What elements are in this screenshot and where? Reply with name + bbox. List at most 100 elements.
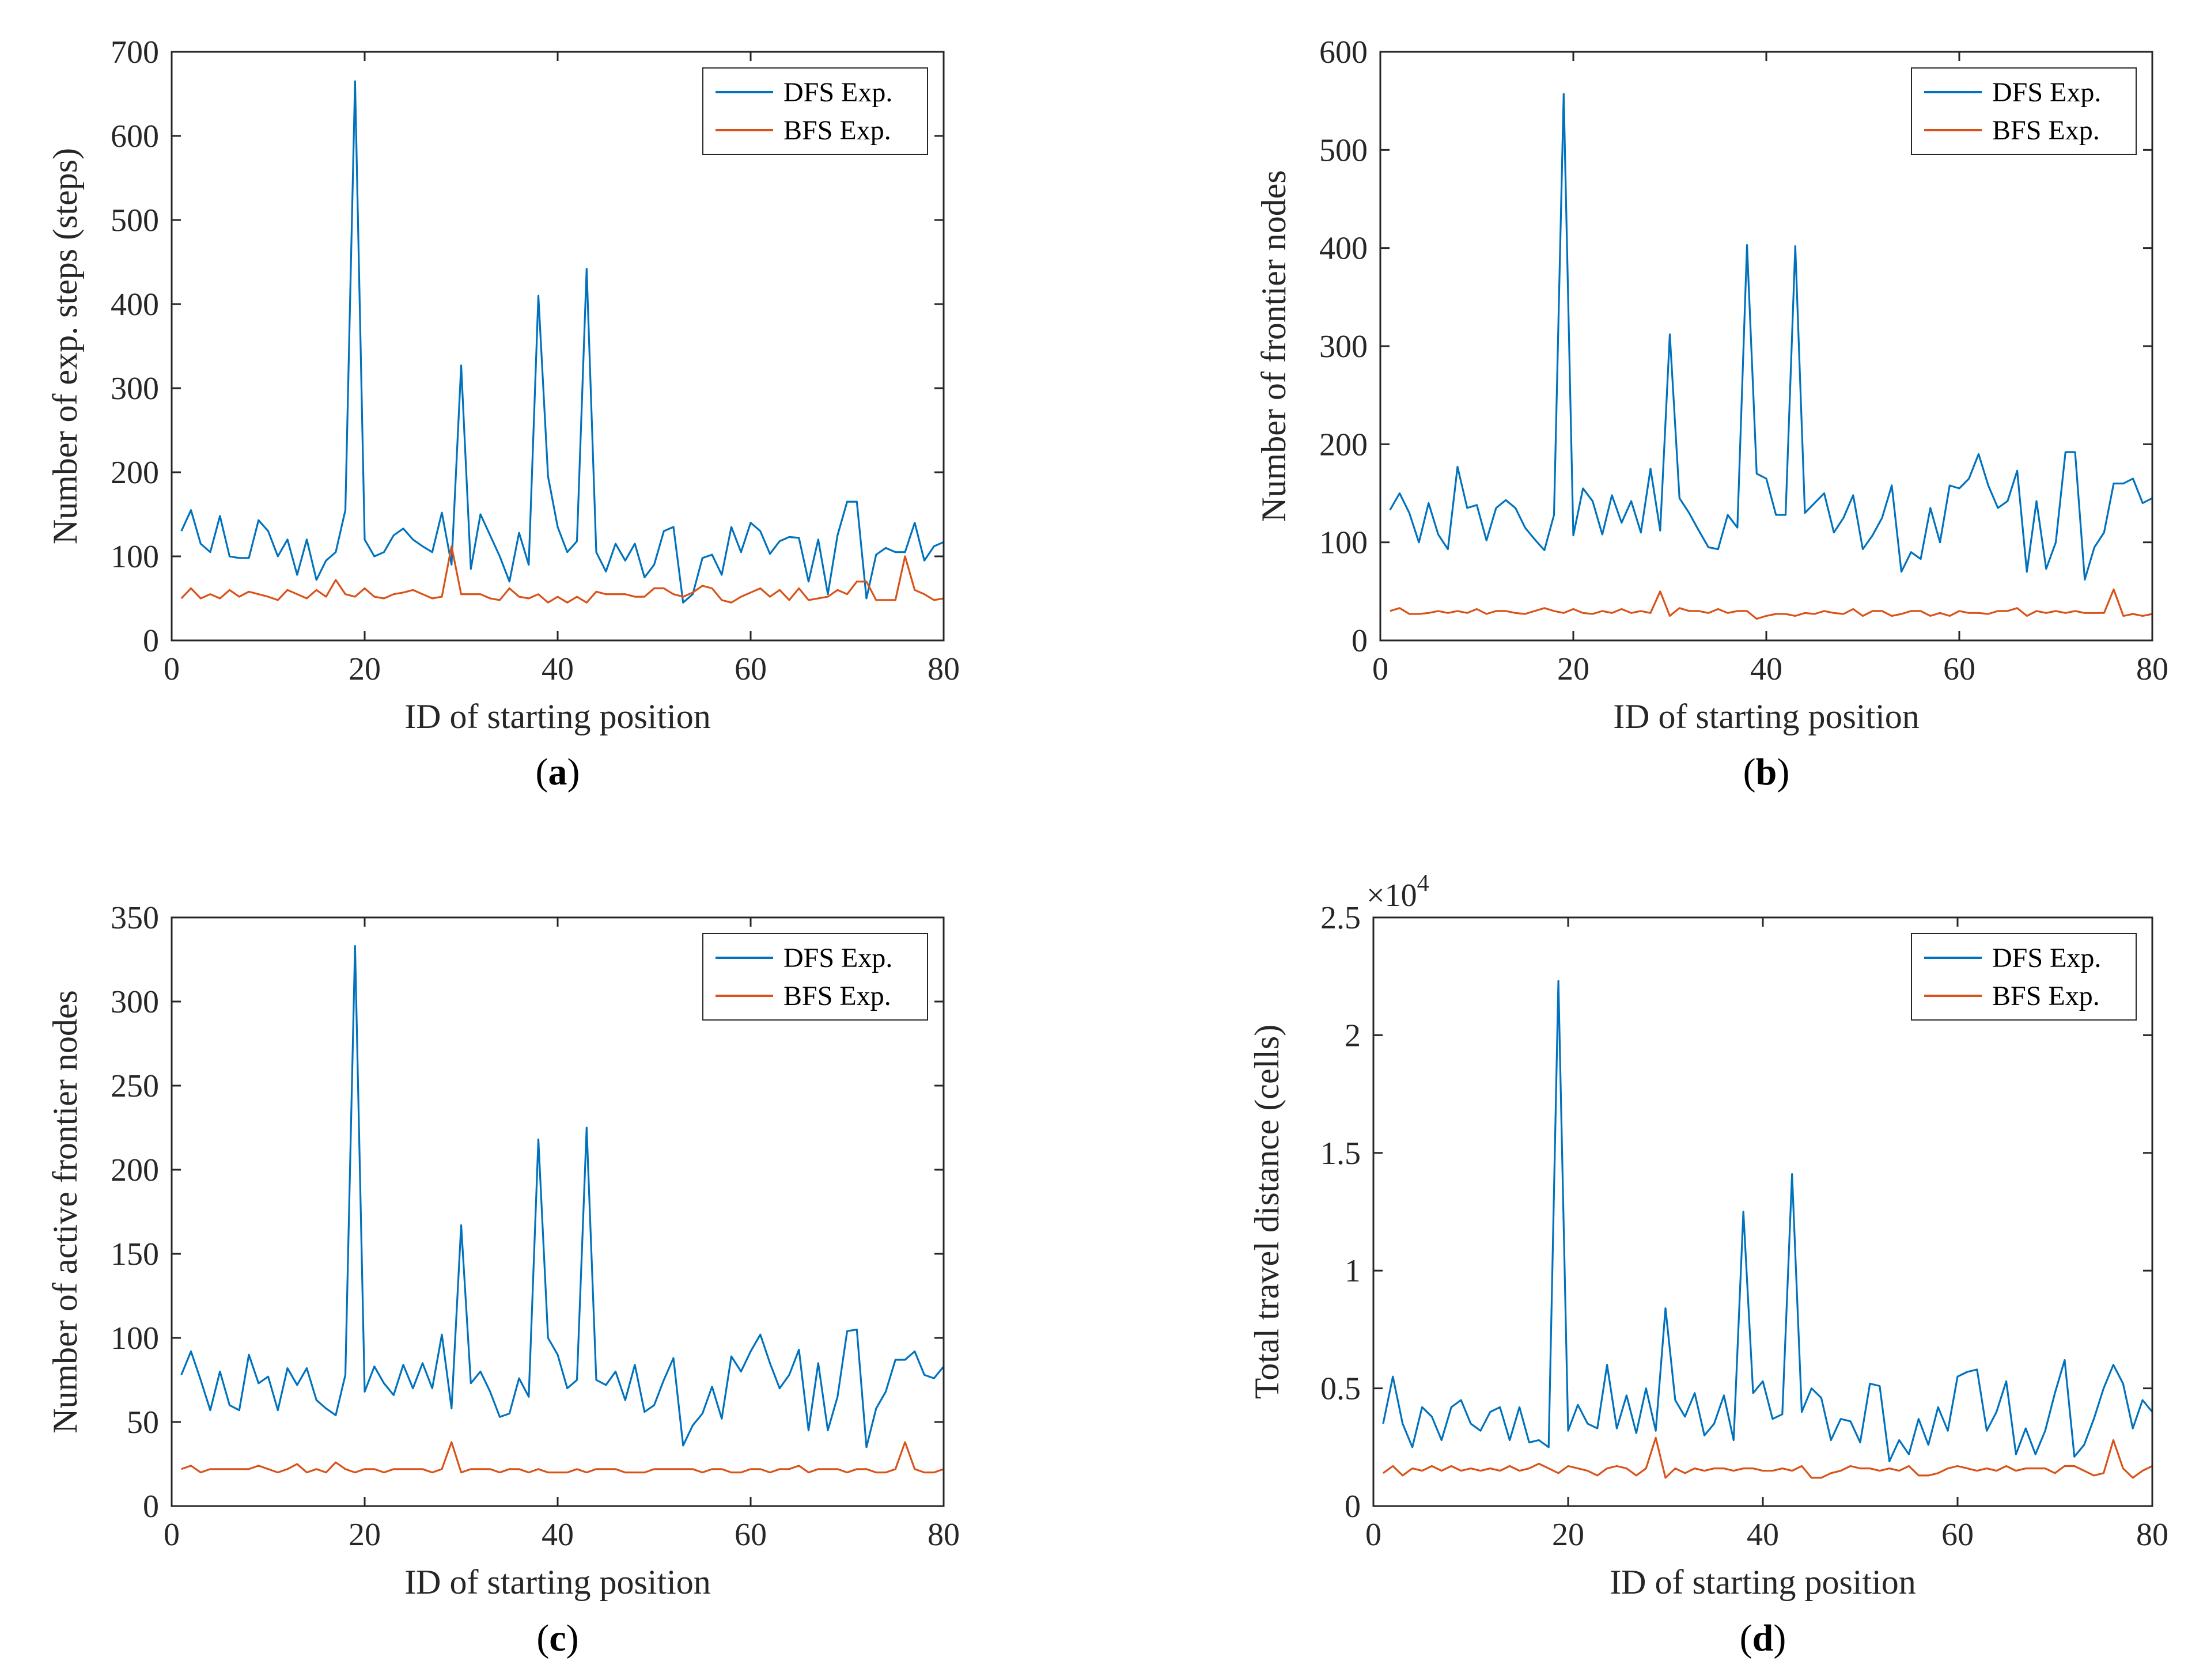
legend-label-dfs: DFS Exp. bbox=[1992, 943, 2101, 973]
panel-a: 0 20 40 60 80 0 100 200 300 400 500 600 700 ID of st… bbox=[46, 35, 960, 793]
x-tick-label: 0 bbox=[164, 1517, 180, 1553]
legend-box bbox=[1911, 67, 2137, 155]
x-tick-label: 60 bbox=[1943, 651, 1975, 687]
panel-d: 0 20 40 60 80 0 0.5 1 1.5 2 2.5 ID of starting pos… bbox=[1248, 870, 2168, 1659]
panel-letter: c bbox=[549, 1617, 566, 1659]
x-tick-label: 0 bbox=[1372, 651, 1388, 687]
y-tick-label: 400 bbox=[1319, 231, 1368, 267]
y-tick-label: 0 bbox=[143, 1489, 159, 1524]
y-tick-label: 100 bbox=[1319, 525, 1368, 561]
x-tick-label: 40 bbox=[1747, 1517, 1779, 1553]
series-lines bbox=[1389, 93, 2153, 620]
y-tick-label: 0 bbox=[1345, 1489, 1361, 1524]
series-line-bfs bbox=[1382, 1436, 2153, 1479]
legend: DFS Exp. BFS Exp. bbox=[702, 933, 928, 1021]
exponent-base: ×10 bbox=[1366, 878, 1417, 913]
panel-c: 0 20 40 60 80 0 50 100 150 200 250 300 350 ID of sta… bbox=[46, 900, 960, 1659]
y-tick-label: 600 bbox=[111, 119, 159, 154]
legend-box bbox=[702, 67, 928, 155]
legend-label-dfs: DFS Exp. bbox=[1992, 77, 2101, 108]
y-tick-label: 200 bbox=[111, 1152, 159, 1188]
x-tick-label: 40 bbox=[1750, 651, 1782, 687]
y-tick-label: 2 bbox=[1345, 1018, 1361, 1053]
axes-box bbox=[171, 916, 945, 1507]
series-line-dfs bbox=[1389, 93, 2153, 581]
series-line-bfs bbox=[180, 545, 944, 604]
y-axis-label: Number of exp. steps (steps) bbox=[46, 148, 84, 544]
series-line-dfs bbox=[180, 945, 945, 1448]
y-axis-label: Number of active frontier nodes bbox=[46, 990, 84, 1434]
legend-label-bfs: BFS Exp. bbox=[783, 115, 891, 146]
y-tick-label: 0 bbox=[143, 623, 159, 659]
y-tick-label: 300 bbox=[111, 984, 159, 1020]
series-lines bbox=[180, 80, 944, 604]
y-axis-exponent: ×104 bbox=[1366, 870, 1429, 913]
x-tick-label: 0 bbox=[1365, 1517, 1381, 1553]
y-tick-label: 2.5 bbox=[1320, 900, 1361, 936]
legend: DFS Exp. BFS Exp. bbox=[1911, 933, 2137, 1021]
x-tick-label: 40 bbox=[542, 1517, 574, 1553]
x-axis-label: ID of starting position bbox=[1613, 697, 1920, 735]
panel-caption: (c) bbox=[536, 1617, 578, 1659]
x-axis-label: ID of starting position bbox=[1610, 1563, 1916, 1601]
y-tick-label: 1 bbox=[1345, 1253, 1361, 1289]
x-axis-label: ID of starting position bbox=[404, 1563, 711, 1601]
x-tick-label: 20 bbox=[1557, 651, 1589, 687]
ticks: 0 20 40 60 80 0 0.5 1 1.5 2 2.5 bbox=[1320, 900, 2168, 1553]
x-tick-label: 80 bbox=[928, 651, 960, 687]
panel-caption: (a) bbox=[536, 751, 580, 793]
y-tick-label: 300 bbox=[1319, 329, 1368, 365]
x-tick-label: 80 bbox=[928, 1517, 960, 1553]
y-tick-label: 200 bbox=[111, 455, 159, 491]
x-tick-label: 80 bbox=[2136, 651, 2168, 687]
legend: DFS Exp. BFS Exp. bbox=[702, 67, 928, 155]
legend-label-bfs: BFS Exp. bbox=[783, 981, 891, 1011]
panel-letter: d bbox=[1752, 1617, 1774, 1659]
axes-box bbox=[1379, 51, 2153, 642]
series-line-dfs bbox=[1382, 980, 2153, 1462]
panel-letter: b bbox=[1756, 751, 1777, 793]
y-tick-label: 500 bbox=[111, 203, 159, 238]
y-tick-label: 100 bbox=[111, 1321, 159, 1356]
series-line-dfs bbox=[180, 80, 944, 604]
axes-box bbox=[171, 51, 945, 642]
legend-label-bfs: BFS Exp. bbox=[1992, 981, 2100, 1011]
panel-caption: (d) bbox=[1740, 1617, 1786, 1659]
legend: DFS Exp. BFS Exp. bbox=[1911, 67, 2137, 155]
x-tick-label: 20 bbox=[349, 1517, 381, 1553]
x-tick-label: 20 bbox=[349, 651, 381, 687]
x-tick-label: 0 bbox=[164, 651, 180, 687]
legend-box bbox=[1911, 933, 2137, 1021]
y-tick-label: 400 bbox=[111, 287, 159, 323]
y-tick-label: 300 bbox=[111, 371, 159, 407]
exponent-power: 4 bbox=[1417, 870, 1429, 897]
y-tick-label: 0 bbox=[1352, 623, 1368, 659]
x-tick-label: 80 bbox=[2136, 1517, 2168, 1553]
legend-label-dfs: DFS Exp. bbox=[783, 77, 892, 108]
y-tick-label: 350 bbox=[111, 900, 159, 936]
x-axis-label: ID of starting position bbox=[404, 697, 711, 735]
y-tick-label: 200 bbox=[1319, 427, 1368, 462]
y-tick-label: 500 bbox=[1319, 132, 1368, 168]
y-tick-label: 1.5 bbox=[1320, 1136, 1361, 1171]
series-line-bfs bbox=[181, 1441, 944, 1474]
y-tick-label: 50 bbox=[127, 1405, 159, 1440]
legend-label-bfs: BFS Exp. bbox=[1992, 115, 2100, 146]
y-tick-label: 150 bbox=[111, 1237, 159, 1272]
y-tick-label: 0.5 bbox=[1320, 1371, 1361, 1407]
series-line-bfs bbox=[1390, 588, 2153, 620]
x-tick-label: 20 bbox=[1552, 1517, 1584, 1553]
panel-letter: a bbox=[548, 751, 567, 793]
series-lines bbox=[1382, 980, 2153, 1479]
x-tick-label: 40 bbox=[542, 651, 574, 687]
x-tick-label: 60 bbox=[1941, 1517, 1974, 1553]
y-axis-label: Total travel distance (cells) bbox=[1248, 1025, 1286, 1400]
axes-box bbox=[1372, 916, 2153, 1507]
panel-caption: (b) bbox=[1743, 751, 1790, 793]
ticks: 0 20 40 60 80 0 100 200 300 400 500 600 700 bbox=[111, 35, 960, 687]
series-lines bbox=[180, 945, 945, 1474]
y-tick-label: 100 bbox=[111, 539, 159, 575]
legend-label-dfs: DFS Exp. bbox=[783, 943, 892, 973]
panel-b: 0 20 40 60 80 0 100 200 300 400 500 600 ID of start… bbox=[1255, 35, 2168, 793]
